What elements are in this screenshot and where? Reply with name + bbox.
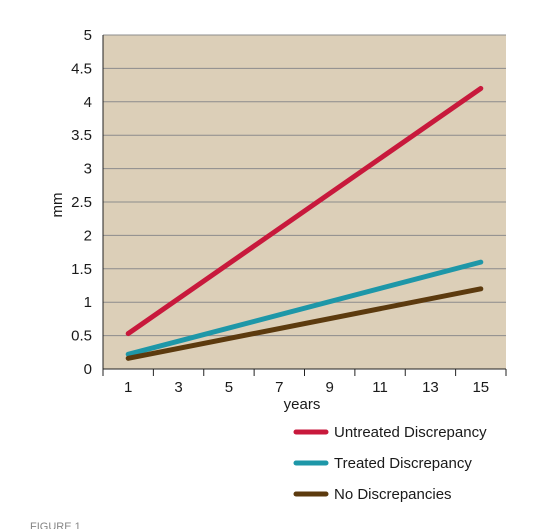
y-tick-label: 0.5 — [71, 328, 92, 345]
series-line — [125, 259, 484, 357]
x-tick-label: 15 — [472, 379, 489, 396]
y-tick-label: 3 — [84, 161, 92, 178]
x-tick-label: 9 — [326, 379, 334, 396]
y-tick-label: 2 — [84, 227, 92, 244]
y-tick-label: 1.5 — [71, 261, 92, 278]
legend-label: Treated Discrepancy — [334, 455, 472, 472]
figure-caption: FIGURE 1 — [30, 521, 81, 529]
x-tick-label: 1 — [124, 379, 132, 396]
legend-label: Untreated Discrepancy — [334, 424, 487, 441]
series-line — [125, 286, 484, 361]
y-tick-label: 5 — [84, 27, 92, 44]
x-tick-label: 3 — [174, 379, 182, 396]
legend-label: No Discrepancies — [334, 486, 452, 503]
y-tick-label: 3.5 — [71, 127, 92, 144]
y-axis-tick-labels: 0 0.5 1 1.5 2 2.5 3 3.5 4 4.5 5 — [71, 27, 92, 378]
y-tick-label: 4.5 — [71, 60, 92, 77]
x-tick-label: 13 — [422, 379, 439, 396]
y-tick-label: 1 — [84, 294, 92, 311]
y-axis-title: mm — [49, 193, 66, 218]
x-axis-title: years — [284, 396, 321, 413]
y-tick-label: 4 — [84, 94, 92, 111]
y-tick-label: 0 — [84, 361, 92, 378]
y-tick-label: 2.5 — [71, 194, 92, 211]
x-tick-label: 5 — [225, 379, 233, 396]
x-tick-label: 11 — [372, 379, 388, 396]
legend: Untreated Discrepancy Treated Discrepancy… — [293, 424, 487, 503]
x-axis-tick-labels: 1 3 5 7 9 11 13 15 — [124, 379, 489, 396]
series-lines — [125, 85, 484, 361]
grid-lines — [103, 34, 506, 337]
x-axis-ticks — [102, 369, 507, 376]
series-line — [125, 85, 484, 337]
x-tick-label: 7 — [275, 379, 283, 396]
